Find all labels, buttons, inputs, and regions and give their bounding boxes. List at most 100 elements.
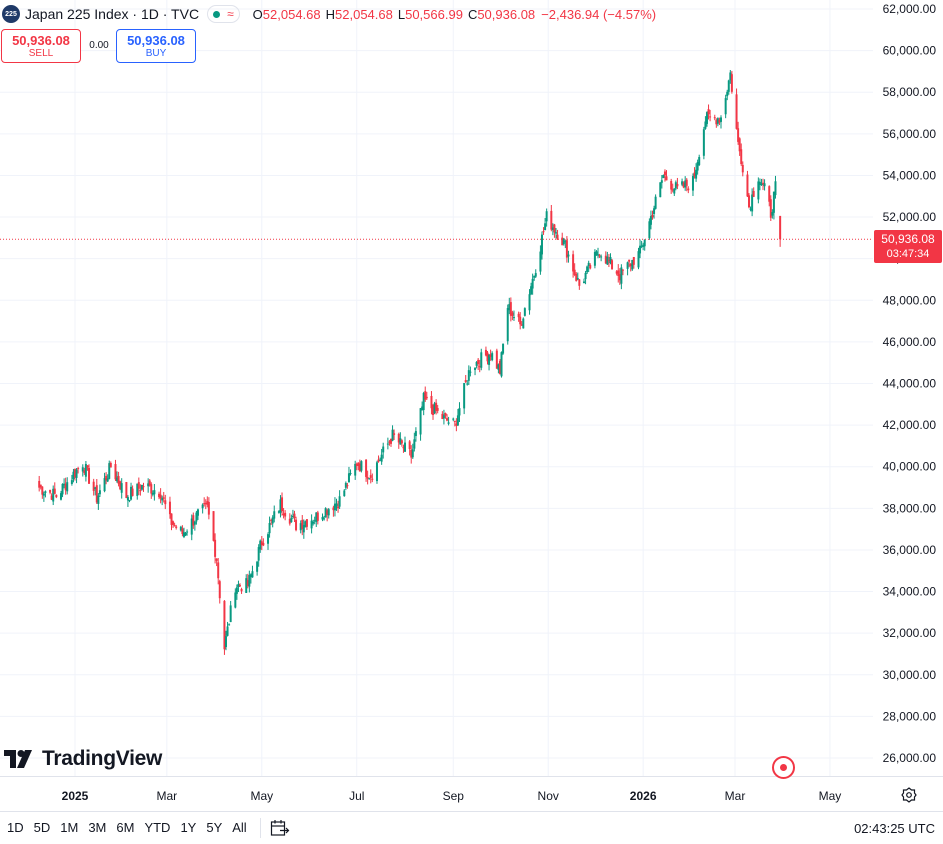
candle-body [506,308,509,342]
range-ytd-button[interactable]: YTD [144,820,171,835]
utc-clock[interactable]: 02:43:25 UTC [854,821,935,836]
x-tick-label: May [819,789,842,803]
candle-body [639,245,642,254]
candle-body [224,636,227,648]
candle-body [455,423,458,426]
candle-body [474,367,477,371]
candle-body [369,475,372,478]
candle-body [484,349,487,356]
x-tick-label: 2025 [62,789,89,803]
candle-body [38,480,41,488]
candle-body [463,383,466,409]
candle-body [290,518,293,523]
y-tick-label: 36,000.00 [883,543,937,557]
candle-body [196,509,199,516]
candle-body [389,438,392,444]
go-to-date-icon[interactable] [269,817,291,839]
candle-body [498,360,501,374]
buy-button[interactable]: 50,936.08 BUY [116,29,196,63]
candle-body [475,361,478,366]
candle-body [267,534,270,544]
candle-body [248,575,251,587]
candle-body [301,519,304,529]
range-5y-button[interactable]: 5Y [206,820,223,835]
candle-body [511,312,514,316]
bottom-toolbar: 1D 5D 1M 3M 6M YTD 1Y 5Y All 02:43:25 UT… [0,811,943,844]
candle-body [335,503,338,507]
bar-countdown: 03:47:34 [886,248,930,260]
candle-body [273,511,276,519]
candle-body [282,513,285,516]
x-tick-label: May [250,789,273,803]
candle-body [64,483,67,491]
sell-button[interactable]: 50,936.08 SELL [1,29,81,63]
candle-body [491,353,494,361]
range-3m-button[interactable]: 3M [88,820,107,835]
candle-body [382,446,385,453]
range-5d-button[interactable]: 5D [33,820,51,835]
candle-body [530,286,533,295]
range-1d-button[interactable]: 1D [7,820,24,835]
candle-body [758,181,761,185]
candle-body [212,511,215,541]
candle-body [257,547,260,561]
candle-body [346,485,349,487]
candle-body [632,256,635,265]
range-all-button[interactable]: All [232,820,247,835]
x-tick-label: 2026 [630,789,657,803]
market-status[interactable]: ≈ [207,5,240,23]
candle-body [598,255,601,257]
candle-body [737,128,740,142]
y-tick-label: 38,000.00 [883,501,937,515]
candle-body [539,251,542,272]
candle-body [653,208,656,215]
candle-body [606,256,609,265]
candle-body [148,480,151,486]
range-1y-button[interactable]: 1Y [180,820,197,835]
y-tick-label: 28,000.00 [883,709,937,723]
range-1m-button[interactable]: 1M [60,820,79,835]
candle-body [41,486,44,495]
candle-body [368,478,371,480]
candle-body [495,350,498,369]
candle-body [357,462,360,466]
y-tick-label: 30,000.00 [883,668,937,682]
tradingview-logo[interactable]: TradingView [4,747,162,771]
y-tick-label: 58,000.00 [883,85,937,99]
candle-body [203,503,206,505]
candle-body [159,494,162,499]
candle-body [83,470,86,474]
candle-body [95,485,98,503]
range-6m-button[interactable]: 6M [116,820,135,835]
price-chart[interactable]: 62,000.00 60,000.00 58,000.00 56,000.00 54,0… [0,0,943,810]
candle-body [323,518,326,520]
candle-body [528,294,531,311]
candle-body [769,199,772,218]
candle-body [520,324,523,326]
wave-icon: ≈ [227,7,234,21]
candle-body [277,511,280,513]
candle-body [410,449,413,458]
candle-body [600,256,603,258]
candle-body [130,486,133,500]
candle-body [139,490,142,492]
candle-body [402,446,405,449]
candle-body [206,501,209,505]
candle-body [92,481,95,491]
candle-body [682,182,685,188]
candle-body [217,562,220,579]
candle-body [192,515,195,526]
candle-body [81,467,84,472]
candle-body [554,232,557,234]
candle-body [648,221,651,239]
earnings-event-icon[interactable] [772,756,795,779]
high-value: 52,054.68 [335,6,393,22]
chart-area[interactable]: 62,000.00 60,000.00 58,000.00 56,000.00 54,0… [0,0,943,810]
candle-body [397,433,400,443]
gear-icon[interactable] [900,786,918,804]
candle-body [618,274,621,281]
symbol-title[interactable]: Japan 225 Index · 1D · TVC [25,6,200,22]
candle-body [726,91,729,97]
candle-body [204,503,207,505]
candle-body [305,519,308,527]
